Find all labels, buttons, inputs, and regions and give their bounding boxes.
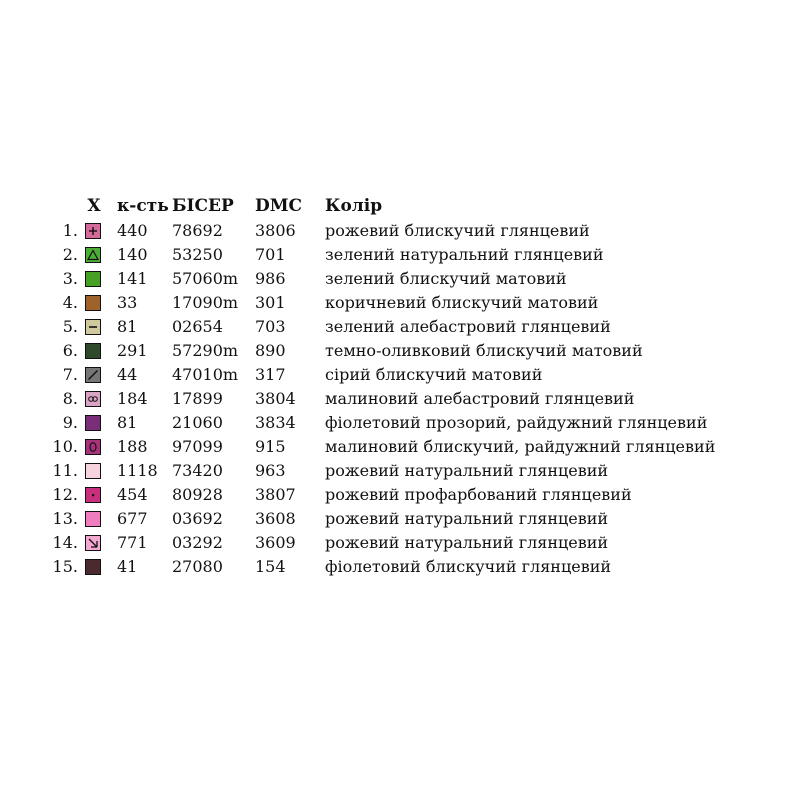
dmc-code-cell: 963 [255,461,286,480]
row-number: 14. [52,533,78,552]
quantity-cell: 41 [117,557,138,576]
quantity-cell: 291 [117,341,148,360]
row-number: 8. [62,389,78,408]
dmc-code-cell: 701 [255,245,286,264]
color-swatch [85,271,101,287]
bead-code-cell: 47010m [172,365,239,384]
row-number: 4. [62,293,78,312]
bead-code-cell: 17899 [172,389,223,408]
color-swatch [85,511,101,527]
color-description-cell: сірий блискучий матовий [325,365,543,384]
row-number: 11. [52,461,78,480]
header-bead: БІСЕР [172,196,234,216]
color-swatch [85,319,101,335]
row-number: 2. [62,245,78,264]
color-description-cell: рожевий профарбований глянцевий [325,485,632,504]
color-swatch [85,247,101,263]
row-number: 5. [62,317,78,336]
color-description-cell: темно-оливковий блискучий матовий [325,341,643,360]
color-description-cell: малиновий алебастровий глянцевий [325,389,635,408]
dmc-code-cell: 890 [255,341,286,360]
quantity-cell: 771 [117,533,148,552]
dmc-code-cell: 3806 [255,221,296,240]
color-description-cell: зелений алебастровий глянцевий [325,317,611,336]
row-number: 10. [52,437,78,456]
bead-code-cell: 17090m [172,293,239,312]
color-description-cell: малиновий блискучий, райдужний глянцевий [325,437,716,456]
dmc-code-cell: 3807 [255,485,296,504]
color-description-cell: рожевий натуральний глянцевий [325,533,609,552]
dmc-code-cell: 3834 [255,413,296,432]
color-description-cell: зелений натуральний глянцевий [325,245,604,264]
row-number: 15. [52,557,78,576]
row-number: 3. [62,269,78,288]
quantity-cell: 44 [117,365,138,384]
dmc-code-cell: 3804 [255,389,296,408]
quantity-cell: 141 [117,269,148,288]
color-swatch [85,487,101,503]
quantity-cell: 81 [117,317,138,336]
color-swatch [85,415,101,431]
bead-code-cell: 57060m [172,269,239,288]
row-number: 6. [62,341,78,360]
color-description-cell: рожевий блискучий глянцевий [325,221,590,240]
bead-code-cell: 21060 [172,413,223,432]
color-description-cell: рожевий натуральний глянцевий [325,509,609,528]
quantity-cell: 1118 [117,461,158,480]
header-symbol: X [87,196,101,216]
header-color: Колір [325,196,383,216]
quantity-cell: 440 [117,221,148,240]
bead-code-cell: 53250 [172,245,223,264]
quantity-cell: 677 [117,509,148,528]
quantity-cell: 81 [117,413,138,432]
dmc-code-cell: 317 [255,365,286,384]
bead-code-cell: 03692 [172,509,223,528]
row-number: 13. [52,509,78,528]
bead-code-cell: 57290m [172,341,239,360]
color-description-cell: фіолетовий блискучий глянцевий [325,557,612,576]
color-description-cell: коричневий блискучий матовий [325,293,599,312]
header-dmc: DMC [255,196,303,216]
quantity-cell: 188 [117,437,148,456]
bead-code-cell: 27080 [172,557,223,576]
color-swatch [85,463,101,479]
color-swatch [85,559,101,575]
color-description-cell: фіолетовий прозорий, райдужний глянцевий [325,413,708,432]
color-swatch [85,295,101,311]
row-number: 1. [62,221,78,240]
bead-code-cell: 80928 [172,485,223,504]
quantity-cell: 184 [117,389,148,408]
bead-code-cell: 03292 [172,533,223,552]
row-number: 9. [62,413,78,432]
dmc-code-cell: 154 [255,557,286,576]
row-number: 12. [52,485,78,504]
quantity-cell: 140 [117,245,148,264]
bead-code-cell: 78692 [172,221,223,240]
color-description-cell: зелений блискучий матовий [325,269,567,288]
dmc-code-cell: 301 [255,293,286,312]
color-swatch [85,391,101,407]
color-swatch [85,223,101,239]
quantity-cell: 33 [117,293,138,312]
color-swatch [85,343,101,359]
header-quantity: к-сть [117,196,169,216]
dmc-code-cell: 3609 [255,533,296,552]
color-description-cell: рожевий натуральний глянцевий [325,461,609,480]
bead-code-cell: 97099 [172,437,223,456]
color-swatch [85,535,101,551]
color-swatch [85,439,101,455]
dmc-code-cell: 703 [255,317,286,336]
quantity-cell: 454 [117,485,148,504]
bead-code-cell: 02654 [172,317,223,336]
color-swatch [85,367,101,383]
dmc-code-cell: 3608 [255,509,296,528]
row-number: 7. [62,365,78,384]
bead-code-cell: 73420 [172,461,223,480]
dmc-code-cell: 915 [255,437,286,456]
dmc-code-cell: 986 [255,269,286,288]
